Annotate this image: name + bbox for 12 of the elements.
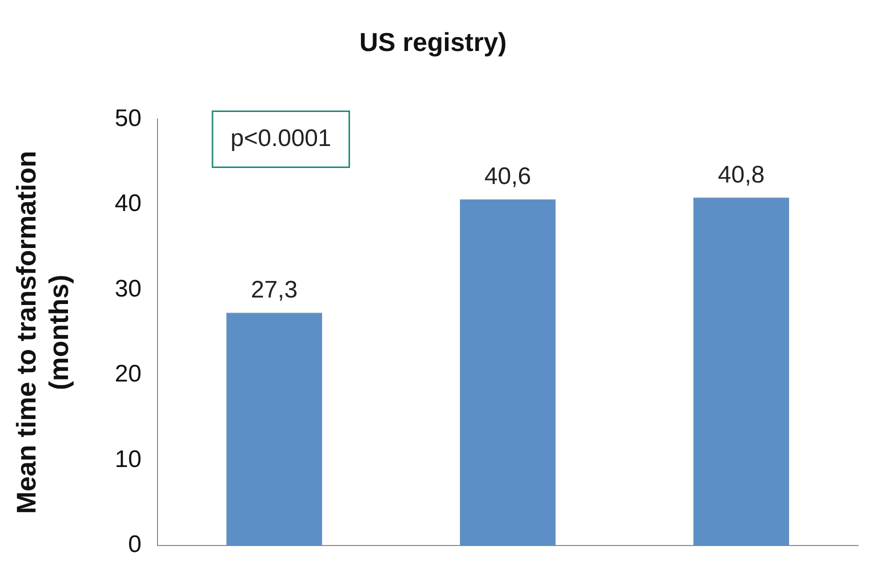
annotation: p<0.0001 [230, 124, 332, 152]
y-tick-label: 50 [114, 104, 142, 132]
data-label: 40,6 [484, 162, 532, 190]
y-tick-label: 40 [114, 190, 142, 218]
data-label: 40,8 [718, 161, 765, 188]
chart-title: US registry) [359, 26, 507, 57]
y-tick-label: 20 [114, 360, 142, 388]
y-tick-label: 10 [114, 446, 142, 473]
data-label: 27,3 [250, 276, 298, 304]
y-axis-title: Mean time to transformation (months) [12, 150, 74, 514]
y-tick-label: 0 [128, 531, 142, 558]
y-tick-label: 30 [114, 275, 142, 302]
